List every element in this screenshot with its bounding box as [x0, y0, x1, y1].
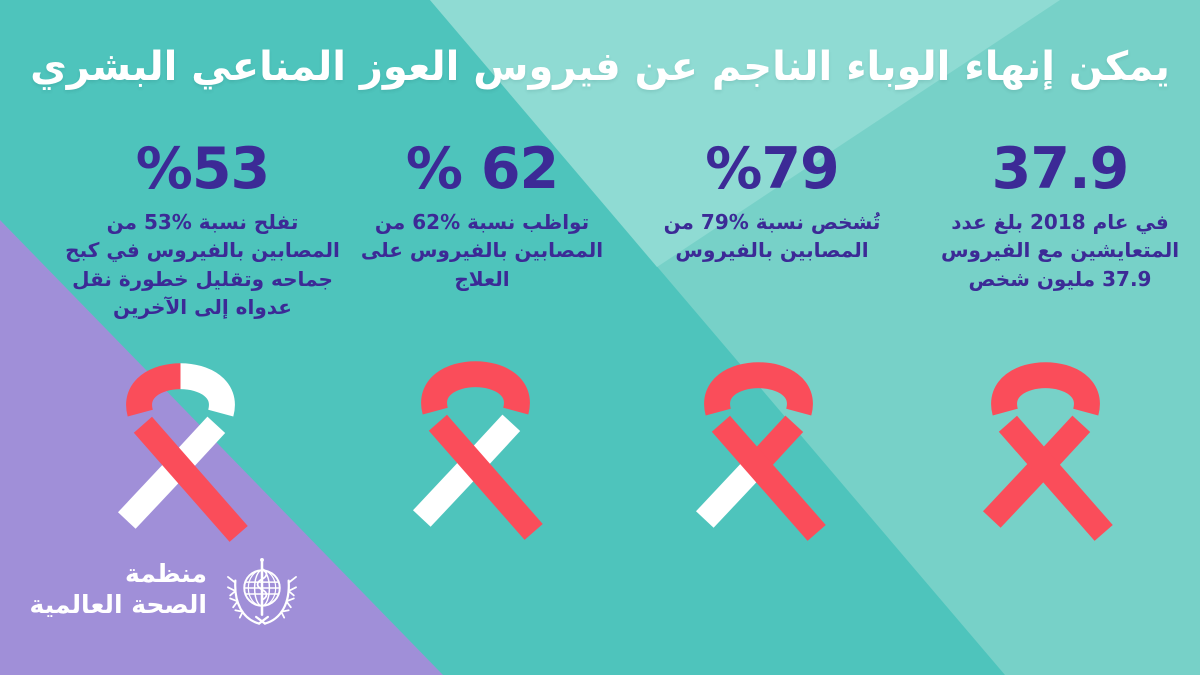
who-emblem-icon — [227, 557, 297, 625]
awareness-ribbon-79-icon — [695, 362, 826, 541]
ribbon-loop-right — [757, 362, 813, 416]
awareness-ribbon-62-icon — [412, 361, 543, 540]
who-name-line1: منظمة — [125, 559, 207, 588]
stat-column-37-9: 37.9 في عام 2018 بلغ عدد المتعايشين مع ا… — [922, 136, 1198, 293]
ribbon-loop-left — [991, 362, 1047, 416]
stat-value-37-9: 37.9 — [991, 136, 1130, 202]
who-logo-block: منظمة الصحة العالمية — [0, 548, 320, 658]
ribbon-loop-right — [1044, 362, 1100, 416]
ribbon-loop-right — [179, 363, 235, 417]
background-purple-triangle — [0, 220, 443, 675]
stat-description-79: تُشخص نسبة %79 من المصابين بالفيروس — [663, 209, 881, 263]
stat-column-79: %79 تُشخص نسبة %79 من المصابين بالفيروس — [638, 136, 906, 265]
stat-description-62: تواظب نسبة %62 من المصابين بالفيروس على … — [360, 209, 604, 291]
ribbon-over-strand — [711, 415, 826, 541]
page-title: يمكن إنهاء الوباء الناجم عن فيروس العوز … — [30, 44, 1170, 90]
ribbon-over-strand — [428, 414, 543, 540]
awareness-ribbon-37-9-icon — [982, 362, 1113, 541]
ribbon-over-strand — [998, 415, 1113, 541]
stat-column-62: % 62 تواظب نسبة %62 من المصابين بالفيروس… — [348, 136, 616, 293]
background-lighter-cap — [430, 0, 1060, 267]
stat-column-53: %53 تفلح نسبة %53 من المصابين بالفيروس ف… — [60, 136, 345, 321]
who-name-arabic: منظمة الصحة العالمية — [5, 558, 207, 621]
stat-value-53: %53 — [135, 136, 270, 202]
ribbon-loop-left — [421, 361, 477, 415]
stat-value-62: % 62 — [405, 136, 559, 202]
ribbon-over-strand — [133, 416, 248, 542]
stat-description-37-9: في عام 2018 بلغ عدد المتعايشين مع الفيرو… — [940, 209, 1180, 291]
stat-value-79: %79 — [705, 136, 839, 202]
who-name-line2: الصحة العالمية — [29, 590, 207, 620]
ribbon-loop-left — [126, 363, 182, 417]
stat-description-53: تفلح نسبة %53 من المصابين بالفيروس في كب… — [65, 209, 340, 320]
awareness-ribbon-53-icon — [117, 363, 248, 542]
ribbon-loop-left — [704, 362, 760, 416]
ribbon-loop-right — [474, 361, 530, 415]
